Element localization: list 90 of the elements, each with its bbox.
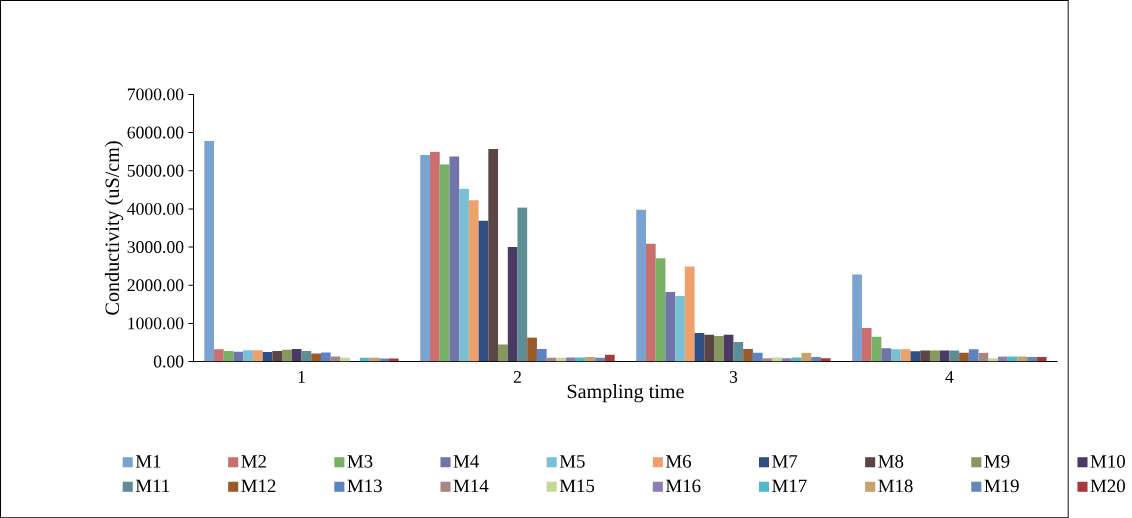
bar (852, 274, 862, 362)
bar (752, 352, 763, 362)
y-tick-label: 0.00 (153, 355, 184, 368)
bar (439, 164, 450, 362)
y-tick-label: 5000.00 (127, 164, 184, 177)
bar (949, 350, 960, 362)
bar (517, 207, 528, 362)
bar (891, 349, 901, 362)
bar (900, 349, 911, 362)
bar (861, 327, 872, 362)
bar (507, 246, 518, 362)
bar (820, 358, 831, 362)
y-tick-label: 6000.00 (127, 126, 184, 139)
bar (214, 349, 224, 362)
bar (498, 344, 508, 362)
legend-label: M3 (347, 454, 373, 468)
legend-label: M7 (772, 455, 798, 468)
legend-label: M13 (347, 479, 382, 493)
bar (675, 295, 685, 362)
legend-label: M8 (878, 454, 904, 468)
x-axis-title: Sampling time (567, 383, 684, 403)
legend-label: M9 (984, 454, 1010, 468)
legend-label: M2 (241, 454, 266, 468)
bar (714, 335, 724, 362)
y-tick-label: 2000.00 (127, 279, 184, 292)
legend-label: M15 (559, 479, 595, 493)
legend-label: M19 (984, 479, 1019, 493)
x-tick-label: 4 (945, 370, 954, 383)
bar (604, 354, 615, 362)
bar (204, 140, 215, 362)
bar (733, 341, 744, 362)
y-axis-title: Conductivity (uS/cm) (104, 141, 124, 315)
bar (478, 220, 489, 362)
legend-label: M11 (135, 479, 170, 492)
bar (801, 352, 812, 362)
bar (743, 348, 753, 362)
bar (430, 151, 440, 362)
bar (566, 357, 576, 362)
bar (684, 266, 695, 362)
bar (881, 348, 892, 362)
bar (575, 357, 586, 362)
bar (272, 350, 283, 362)
legend-label: M1 (135, 454, 161, 468)
bar (636, 209, 646, 362)
bar (920, 350, 930, 362)
x-tick-label: 1 (298, 370, 305, 383)
bar (243, 349, 253, 362)
bar (655, 258, 666, 362)
legend-label: M17 (772, 479, 807, 492)
bar (282, 349, 292, 362)
legend-label: M10 (1090, 454, 1125, 468)
bar (910, 351, 921, 362)
bar (536, 348, 547, 362)
bar (449, 156, 460, 362)
legend-label: M6 (665, 454, 692, 468)
bar (871, 336, 882, 362)
bar (968, 349, 979, 362)
y-tick-label: 3000.00 (127, 240, 184, 253)
bar (420, 154, 431, 362)
bar (929, 350, 940, 362)
bar (988, 358, 998, 362)
legend-label: M4 (453, 454, 479, 468)
bar (694, 332, 705, 362)
bar (311, 353, 321, 362)
legend-label: M16 (665, 479, 701, 493)
y-tick-label: 4000.00 (127, 202, 184, 215)
bar (723, 334, 734, 362)
legend-label: M14 (453, 479, 489, 492)
bar (959, 352, 969, 362)
bar (488, 148, 499, 362)
y-tick-label: 1000.00 (128, 317, 184, 330)
legend-label: M18 (878, 479, 913, 493)
bar (320, 352, 331, 362)
bar (782, 358, 792, 362)
bar (233, 351, 244, 362)
y-tick-label: 7000.00 (127, 88, 184, 101)
x-tick-label: 2 (513, 370, 521, 383)
bar (527, 337, 537, 362)
bar (704, 334, 714, 362)
bar (291, 348, 302, 362)
bar (459, 188, 469, 362)
bar (645, 243, 656, 362)
legend-label: M20 (1090, 479, 1125, 493)
legend-label: M5 (559, 455, 585, 468)
x-tick-label: 3 (729, 370, 738, 383)
bar (468, 199, 479, 362)
bar (665, 291, 676, 362)
legend-label: M12 (241, 479, 276, 492)
bar (772, 357, 783, 362)
bar (252, 349, 263, 362)
